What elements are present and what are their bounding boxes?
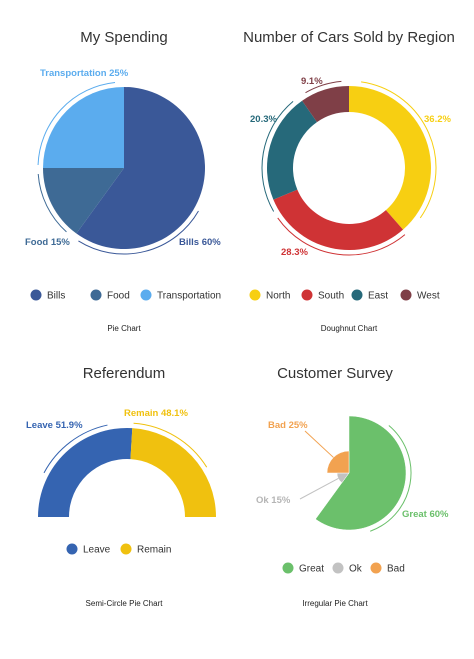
chart-caption: Semi-Circle Pie Chart	[86, 599, 164, 608]
legend-marker	[370, 562, 382, 574]
label-bracket	[261, 100, 294, 212]
label-bracket	[277, 217, 406, 256]
legend-label: Remain	[137, 545, 171, 556]
pie-slice	[326, 450, 350, 474]
data-label: Bad 25%	[268, 420, 308, 431]
legend-marker	[301, 289, 313, 301]
doughnut-slice	[349, 86, 431, 230]
label-bracket	[37, 173, 67, 233]
chart-caption: Doughnut Chart	[321, 324, 378, 333]
data-label: Food 15%	[25, 237, 70, 248]
legend-label: Bad	[387, 564, 405, 575]
legend-marker	[351, 289, 363, 301]
pie-slice	[43, 168, 124, 234]
data-label: Remain 48.1%	[124, 408, 188, 419]
legend-marker	[30, 289, 42, 301]
data-label: Bills 60%	[179, 237, 221, 248]
label-bracket	[43, 424, 108, 474]
label-bracket	[361, 81, 437, 219]
legend-marker	[249, 289, 261, 301]
data-label: 28.3%	[281, 247, 308, 258]
legend-marker	[90, 289, 102, 301]
data-label: Ok 15%	[256, 495, 291, 506]
pie-slice	[43, 87, 124, 168]
chart-title: Referendum	[83, 365, 166, 382]
label-bracket	[370, 425, 412, 532]
label-bracket	[133, 422, 208, 468]
data-label: 9.1%	[301, 76, 323, 87]
legend-marker	[282, 562, 294, 574]
legend-label: West	[417, 291, 440, 302]
legend-label: Great	[299, 564, 324, 575]
leader-line	[304, 430, 334, 458]
chart-title: Number of Cars Sold by Region	[243, 29, 455, 46]
pie-slice	[76, 87, 205, 249]
legend-marker	[120, 543, 132, 555]
semi-slice	[38, 428, 133, 518]
label-bracket	[305, 80, 342, 94]
label-bracket	[78, 210, 199, 255]
legend-label: Ok	[349, 564, 363, 575]
legend-label: Bills	[47, 291, 65, 302]
legend-marker	[140, 289, 152, 301]
legend-marker	[332, 562, 344, 574]
legend-label: Food	[107, 291, 130, 302]
data-label: 36.2%	[424, 114, 451, 125]
pie-slice	[315, 415, 407, 531]
chart-title: Customer Survey	[277, 365, 393, 382]
legend-label: South	[318, 291, 344, 302]
doughnut-slice	[267, 100, 317, 200]
legend-marker	[400, 289, 412, 301]
chart-caption: Pie Chart	[107, 324, 141, 333]
data-label: 20.3%	[250, 114, 277, 125]
semi-slice	[130, 428, 217, 517]
legend-marker	[66, 543, 78, 555]
legend-label: Transportation	[157, 291, 221, 302]
doughnut-slice	[302, 86, 349, 123]
data-label: Leave 51.9%	[26, 420, 83, 431]
chart-caption: Irregular Pie Chart	[302, 599, 368, 608]
legend-label: Leave	[83, 545, 111, 556]
data-label: Transportation 25%	[40, 68, 129, 79]
chart-title: My Spending	[80, 29, 168, 46]
legend-label: North	[266, 291, 290, 302]
data-label: Great 60%	[402, 509, 449, 520]
legend-label: East	[368, 291, 388, 302]
doughnut-slice	[273, 189, 404, 250]
label-bracket	[37, 81, 116, 166]
leader-line	[299, 478, 339, 500]
